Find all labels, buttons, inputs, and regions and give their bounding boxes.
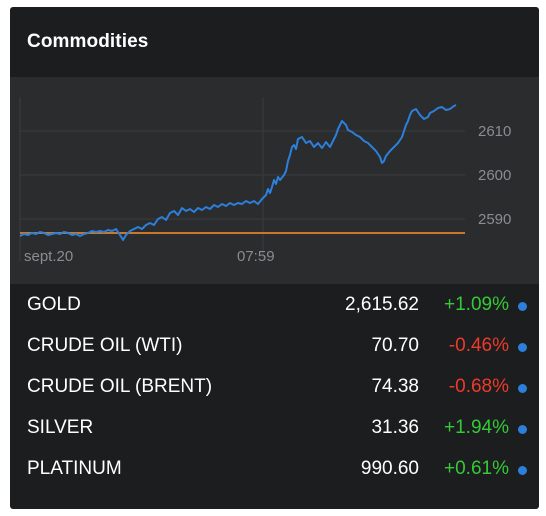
status-dot-icon xyxy=(518,302,527,311)
commodity-price: 2,615.62 xyxy=(345,294,419,315)
commodity-name: CRUDE OIL (BRENT) xyxy=(27,376,213,397)
y-tick-label: 2610 xyxy=(478,123,511,140)
status-dot-icon xyxy=(518,343,527,352)
y-tick-label: 2600 xyxy=(478,167,511,184)
price-series-line xyxy=(19,104,457,241)
commodity-row-silver[interactable]: SILVER 31.36 +1.94% xyxy=(10,407,539,448)
price-chart-svg: 2610 2600 2590 sept.20 07:59 xyxy=(19,97,511,265)
commodity-row-gold[interactable]: GOLD 2,615.62 +1.09% xyxy=(10,284,539,325)
commodity-price: 74.38 xyxy=(371,376,419,397)
y-tick-label: 2590 xyxy=(478,211,511,228)
chart-grid xyxy=(19,97,465,261)
commodity-price: 31.36 xyxy=(371,417,419,438)
commodity-name: PLATINUM xyxy=(27,458,122,479)
commodity-row-crude-oil-brent[interactable]: CRUDE OIL (BRENT) 74.38 -0.68% xyxy=(10,366,539,407)
price-chart[interactable]: 2610 2600 2590 sept.20 07:59 xyxy=(10,77,539,284)
commodity-row-platinum[interactable]: PLATINUM 990.60 +0.61% xyxy=(10,448,539,489)
commodity-change: +0.61% xyxy=(444,458,509,479)
commodity-price: 990.60 xyxy=(360,458,419,479)
status-dot-icon xyxy=(518,384,527,393)
commodity-name: GOLD xyxy=(27,294,81,315)
status-dot-icon xyxy=(518,425,527,434)
status-dot-icon xyxy=(518,466,527,475)
x-tick-label: 07:59 xyxy=(237,248,275,265)
widget-header: Commodities xyxy=(10,7,539,77)
commodities-widget: Commodities 2610 2600 2590 sept.20 07:59 xyxy=(10,7,539,509)
commodity-name: CRUDE OIL (WTI) xyxy=(27,335,183,356)
commodity-change: -0.68% xyxy=(448,376,509,397)
widget-title: Commodities xyxy=(27,31,149,52)
commodity-price: 70.70 xyxy=(371,335,419,356)
commodity-row-crude-oil-wti[interactable]: CRUDE OIL (WTI) 70.70 -0.46% xyxy=(10,325,539,366)
x-tick-label: sept.20 xyxy=(24,248,73,265)
commodity-list: GOLD 2,615.62 +1.09% CRUDE OIL (WTI) 70.… xyxy=(10,284,539,489)
commodity-change: -0.46% xyxy=(448,335,509,356)
commodity-change: +1.94% xyxy=(444,417,509,438)
commodity-name: SILVER xyxy=(27,417,94,438)
commodity-change: +1.09% xyxy=(444,294,509,315)
